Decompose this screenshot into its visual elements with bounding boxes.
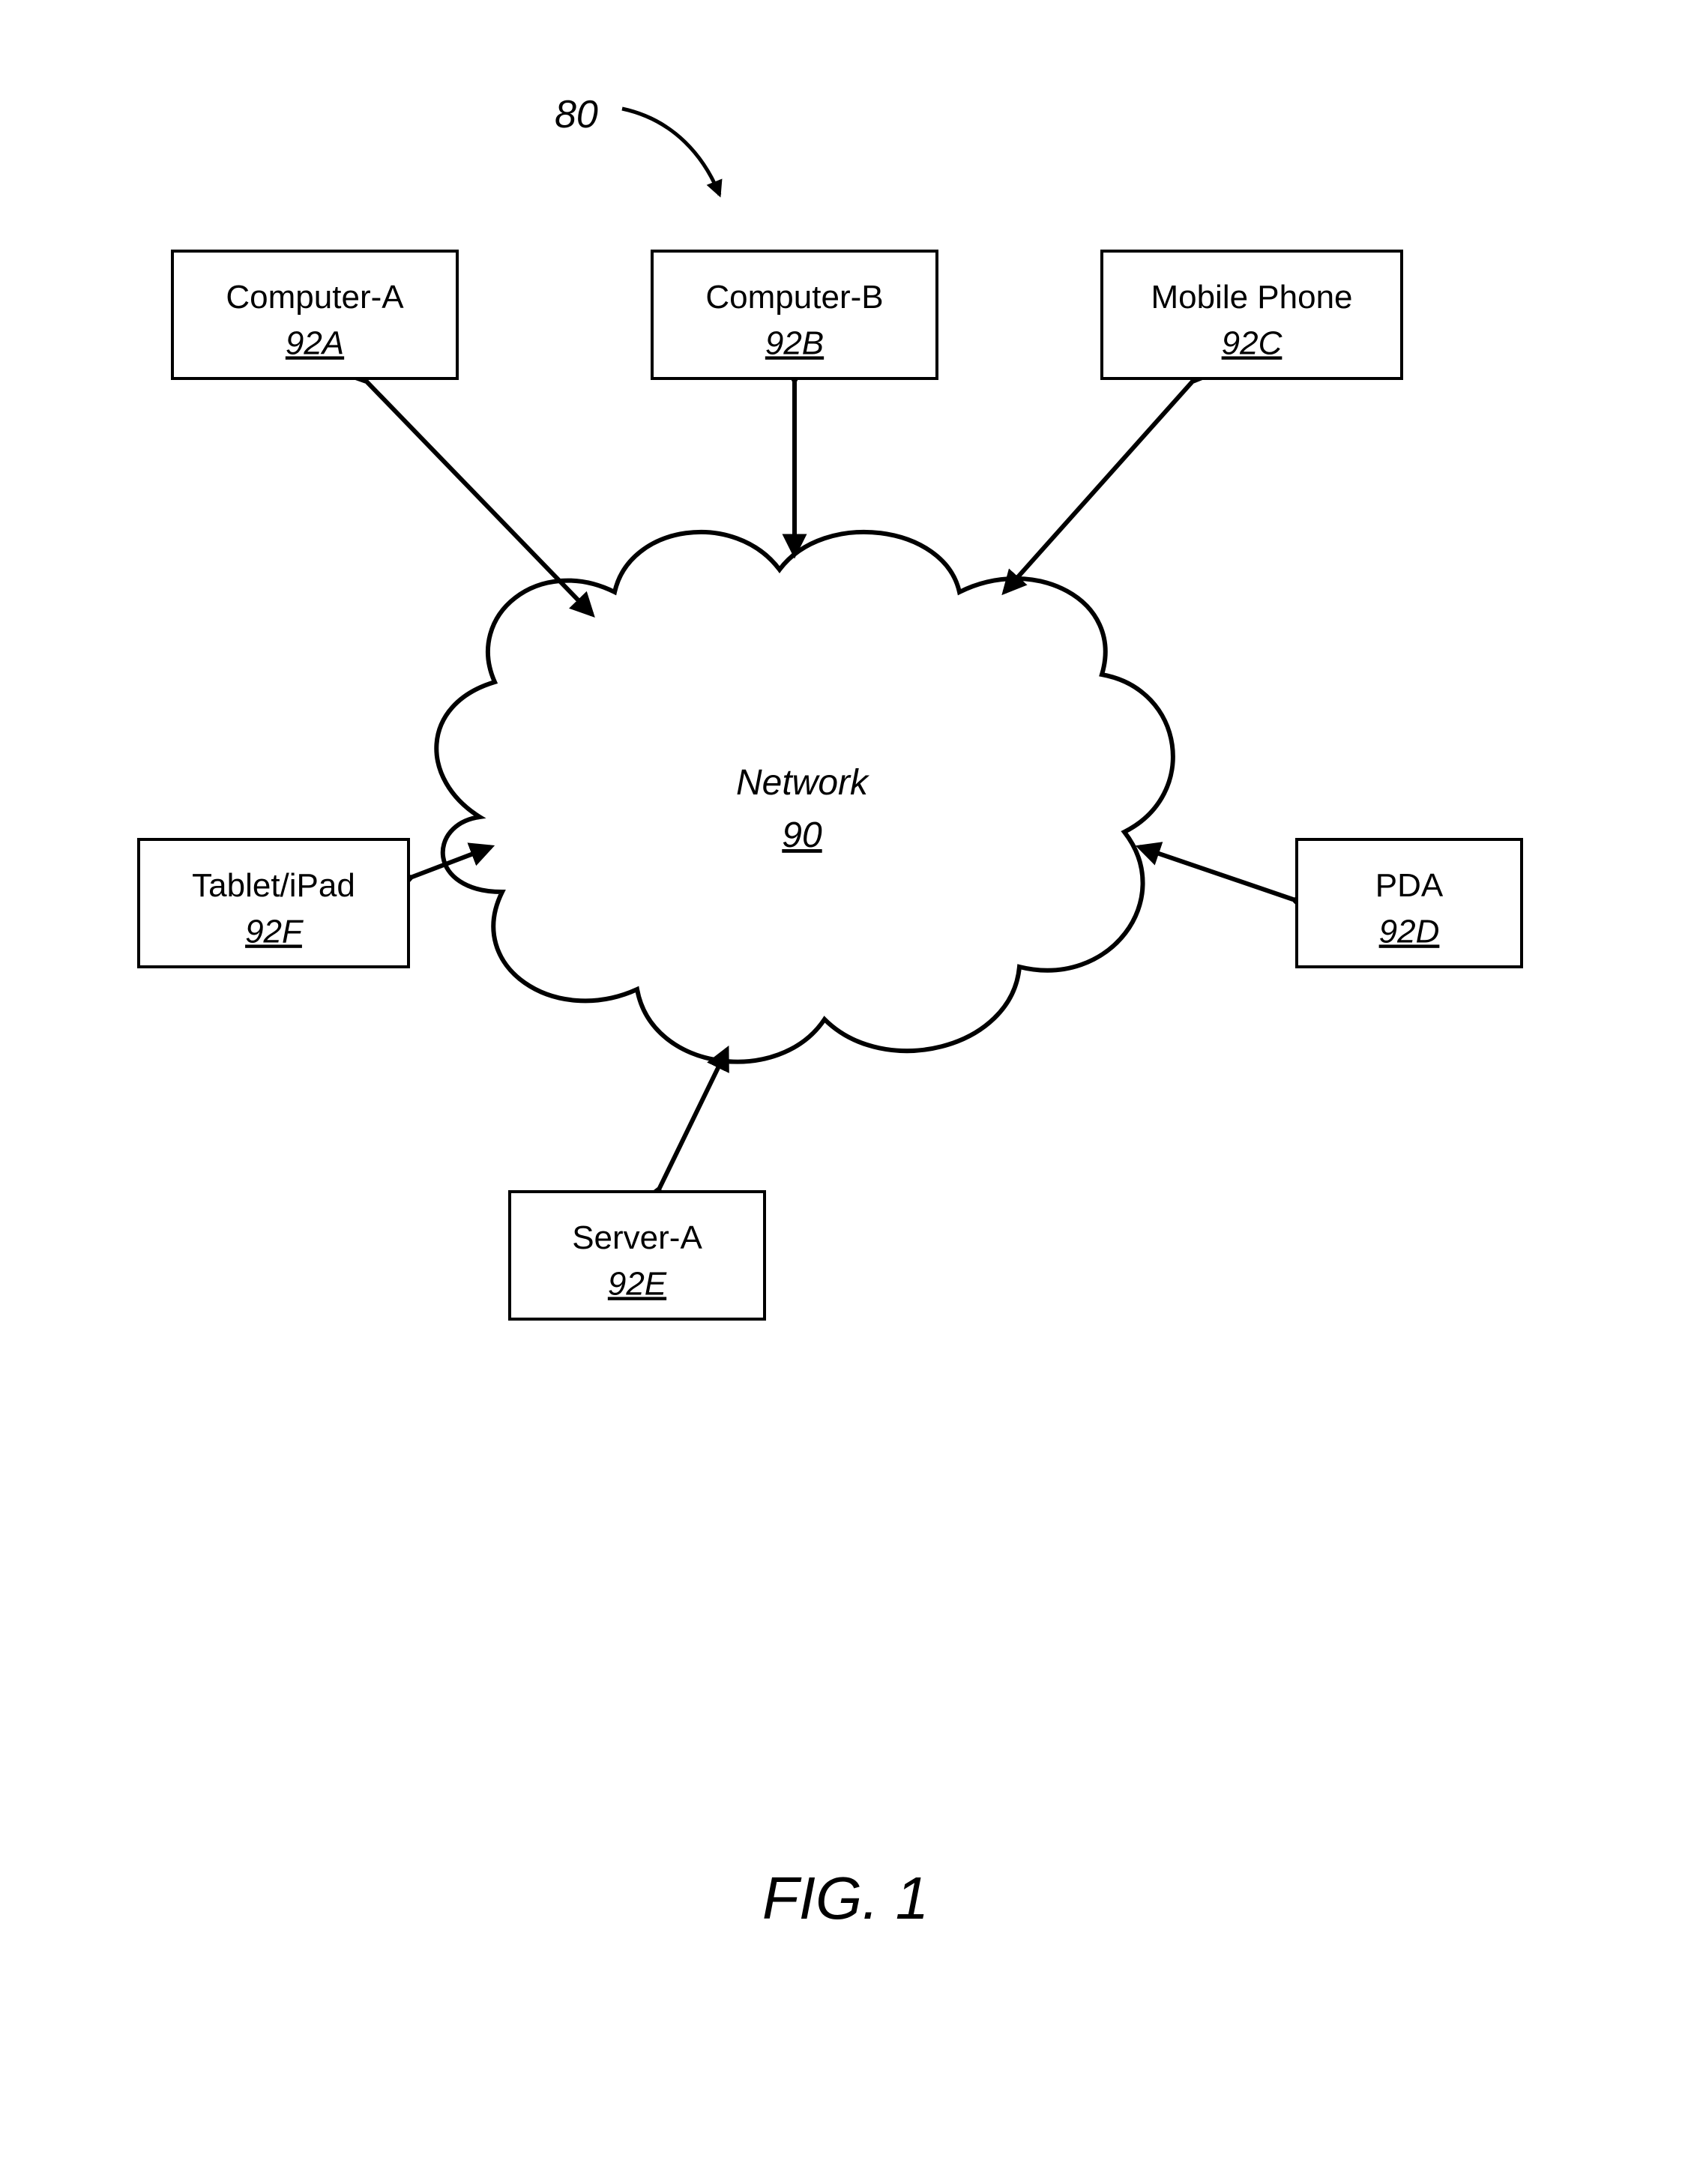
node-tablet: Tablet/iPad 92F bbox=[139, 839, 409, 967]
node-ref-compA: 92A bbox=[286, 325, 344, 361]
node-ref-mobile: 92C bbox=[1222, 325, 1283, 361]
node-title-pda: PDA bbox=[1375, 867, 1444, 904]
network-cloud-title: Network bbox=[736, 763, 870, 803]
edge-server bbox=[660, 1049, 727, 1188]
system-ref-label: 80 bbox=[555, 93, 598, 136]
node-server: Server-A 92E bbox=[510, 1192, 765, 1319]
node-title-tablet: Tablet/iPad bbox=[192, 867, 355, 904]
node-ref-pda: 92D bbox=[1379, 913, 1440, 950]
node-compA: Computer-A 92A bbox=[172, 251, 457, 378]
system-ref-leader bbox=[622, 109, 720, 195]
edge-pda bbox=[1139, 847, 1293, 899]
node-pda: PDA 92D bbox=[1297, 839, 1522, 967]
edge-compA bbox=[367, 382, 592, 615]
figure-label: FIG. 1 bbox=[762, 1865, 929, 1931]
node-ref-tablet: 92F bbox=[245, 913, 304, 950]
node-ref-server: 92E bbox=[608, 1265, 667, 1302]
network-cloud-ref: 90 bbox=[782, 815, 822, 855]
node-mobile: Mobile Phone 92C bbox=[1102, 251, 1402, 378]
node-title-server: Server-A bbox=[572, 1219, 702, 1256]
node-compB: Computer-B 92B bbox=[652, 251, 937, 378]
node-title-mobile: Mobile Phone bbox=[1151, 279, 1352, 316]
node-title-compA: Computer-A bbox=[226, 279, 404, 316]
node-title-compB: Computer-B bbox=[705, 279, 883, 316]
edge-mobile bbox=[1004, 382, 1192, 592]
node-ref-compB: 92B bbox=[765, 325, 824, 361]
